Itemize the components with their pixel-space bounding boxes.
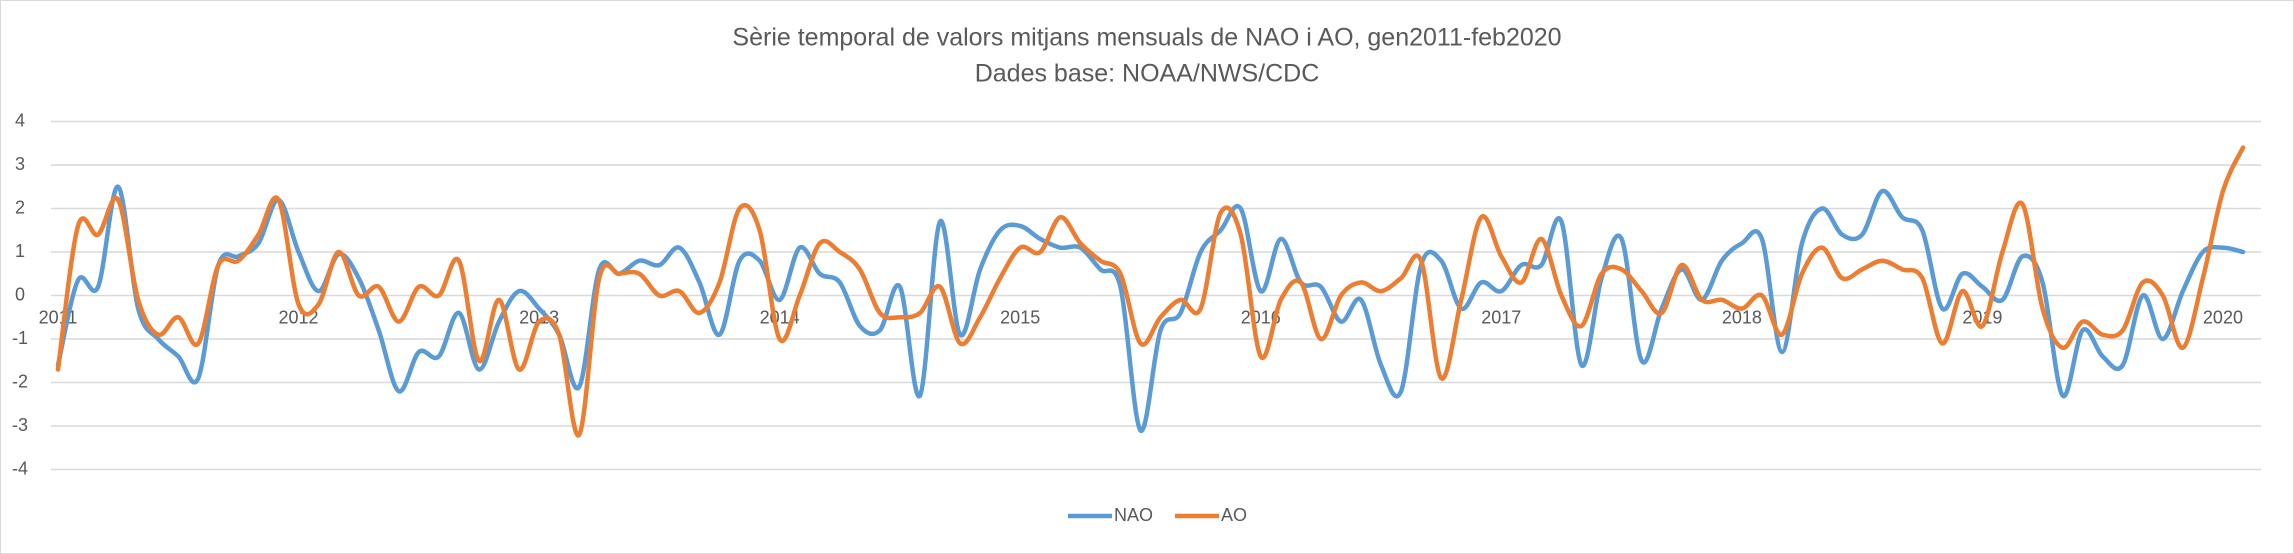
legend-label: NAO [1114, 505, 1153, 525]
y-tick-label: -2 [12, 371, 28, 391]
x-tick-label: 2020 [2203, 307, 2243, 327]
chart-subtitle: Dades base: NOAA/NWS/CDC [975, 60, 1320, 88]
chart-title: Sèrie temporal de valors mitjans mensual… [732, 24, 1561, 52]
y-tick-label: 2 [15, 197, 25, 217]
series-line [55, 184, 2246, 433]
x-tick-label: 2017 [1481, 307, 1521, 327]
y-tick-label: 0 [15, 284, 25, 304]
legend-label: AO [1221, 505, 1247, 525]
y-tick-label: 4 [15, 110, 25, 130]
y-tick-label: -1 [12, 328, 28, 348]
y-tick-label: 1 [15, 241, 25, 261]
y-tick-label: 3 [15, 154, 25, 174]
y-tick-label: -4 [12, 458, 28, 478]
y-tick-label: -3 [12, 415, 28, 435]
x-tick-label: 2015 [1000, 307, 1040, 327]
series-line [55, 145, 2246, 438]
x-tick-label: 2018 [1722, 307, 1762, 327]
